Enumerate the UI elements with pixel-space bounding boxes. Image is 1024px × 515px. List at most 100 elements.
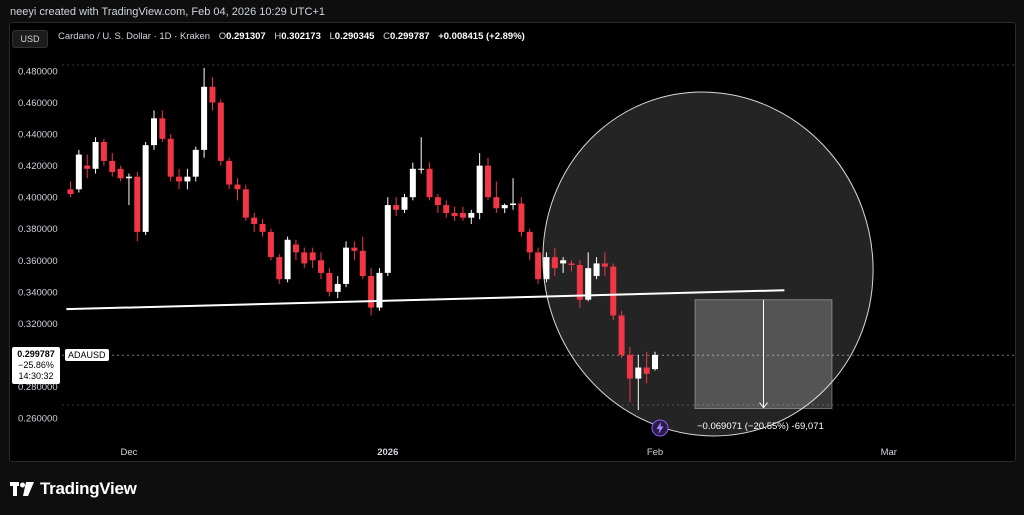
legend-high-value: 0.302173 [281,31,321,42]
candle-body [134,176,141,232]
candle-body [426,168,433,198]
candle-body [368,276,375,308]
candle-body [251,217,258,224]
legend-open-label: O [218,31,227,42]
candle-body [635,367,642,379]
currency-button[interactable]: USD [12,30,48,48]
x-tick-label: Mar [881,447,897,458]
footer-brand: TradingView [40,479,137,498]
candle-body [401,197,408,210]
candle-body [159,118,166,139]
candle-body [459,212,466,218]
measure-tool-layer [694,299,833,410]
candle-body [142,145,149,232]
legend-close-value: 0.299787 [389,31,430,42]
tradingview-logo-icon [10,482,34,496]
candle-body [485,165,491,198]
x-tick-label: Feb [647,447,663,458]
y-tick-label: 0.400000 [18,193,58,204]
legend-low-label: L [329,31,335,42]
footer-logo: TradingView [10,479,137,499]
candle-body [234,184,241,190]
chart-panel [9,22,1016,462]
candle-body [560,260,567,264]
highlight-ellipse [542,91,874,437]
candle-body [184,176,191,182]
x-tick-label: Dec [120,447,137,458]
candle-body [284,239,291,280]
candle-body [618,315,625,355]
support-trendline [66,289,785,311]
y-tick-label: 0.480000 [18,67,58,78]
y-tick-label: 0.260000 [18,414,58,425]
candle-body [568,263,575,266]
legend-high-label: H [274,31,282,42]
current-price-value: 0.299787 [17,349,55,359]
lightning-icon[interactable] [651,419,669,437]
candle-body [443,205,450,213]
legend-change: +0.008415 (+2.89%) [438,31,525,42]
candle-body [201,86,208,150]
candle-body [326,272,333,292]
candle-body [117,168,124,179]
candle-body [518,203,525,232]
y-tick-label: 0.340000 [18,287,58,298]
candle-body [576,265,583,300]
candle-body [551,257,558,269]
candle-body [409,168,416,198]
y-tick-label: 0.420000 [18,161,58,172]
candle-body [626,354,633,379]
candle-body [451,212,458,217]
y-tick-label: 0.280000 [18,382,58,393]
candle-body [393,205,400,210]
symbol-legend: Cardano / U. S. Dollar · 1D · Kraken O0.… [58,31,531,42]
y-tick-label: 0.440000 [18,130,58,141]
candle-body [292,244,299,253]
candle-body [493,197,500,209]
legend-open-value: 0.291307 [226,31,266,42]
candle-body [67,189,74,195]
candle-body [92,141,99,169]
legend-close-label: C [383,31,390,42]
symbol-tag: ADAUSD [65,349,109,361]
candle-body [376,272,383,308]
trendline-layer [66,289,785,311]
candle-body [343,247,350,284]
candle-body [334,283,341,292]
legend-title: Cardano / U. S. Dollar · 1D · Kraken [58,31,211,42]
y-tick-label: 0.380000 [18,224,58,235]
candle-body [601,263,608,267]
candle-body [176,176,183,182]
candle-body [468,212,475,218]
candle-body [501,205,508,209]
y-tick-label: 0.320000 [18,319,58,330]
candle-body [226,160,233,185]
candle-body [217,102,224,161]
x-tick-label: 2026 [377,447,398,458]
highlight-ellipse-layer [542,91,874,437]
candle-body [593,263,600,277]
x-axis-ticks: Dec 2026 Feb Mar [120,447,896,458]
candle-body [351,247,358,251]
candle-body [510,203,517,206]
candles-layer [67,67,658,411]
candle-body [276,257,283,280]
candle-body [359,250,366,277]
measure-arrow-head [759,402,768,409]
candle-body [109,160,116,172]
y-tick-label: 0.460000 [18,98,58,109]
candle-body [652,354,658,370]
candle-body [167,138,174,177]
legend-low-value: 0.290345 [334,31,375,42]
candle-body [100,141,107,161]
current-price-change: −25.86% [18,360,54,370]
candle-body [209,86,216,103]
candle-body [301,252,308,264]
candle-body [543,257,550,280]
candle-body [610,266,617,316]
candle-body [75,154,82,190]
candle-body [418,168,425,170]
measure-label: −0.069071 (−20.55%) -69,071 [697,421,824,432]
candle-body [585,268,592,300]
